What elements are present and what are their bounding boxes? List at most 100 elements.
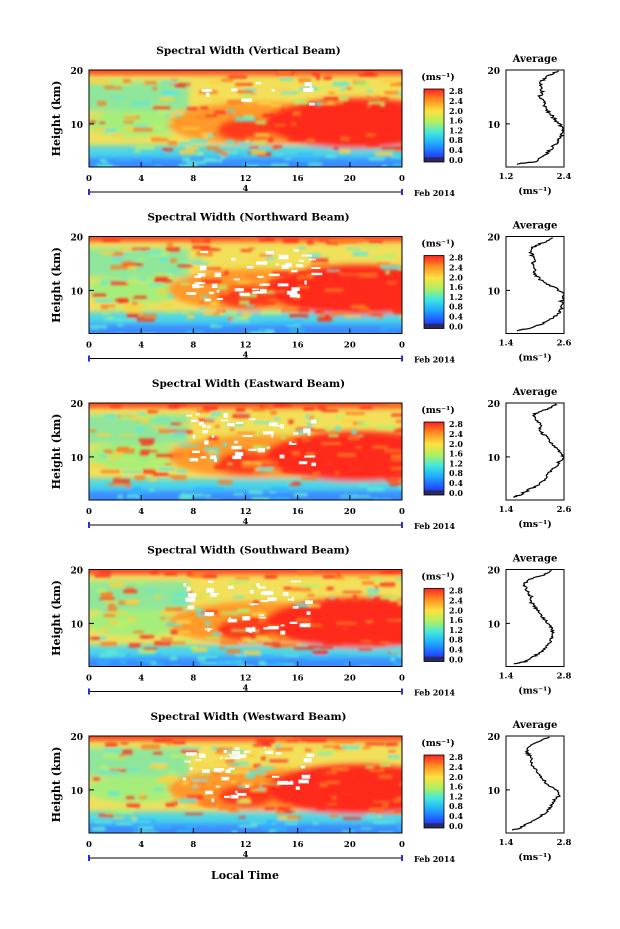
- heatmap-cell: [284, 157, 292, 160]
- heatmap-cell: [338, 628, 354, 632]
- heatmap-cell: [304, 799, 324, 805]
- heatmap-cell: [389, 483, 402, 487]
- heatmap-cell: [224, 270, 229, 276]
- heatmap-cell: [375, 131, 387, 136]
- heatmap-cell: [90, 464, 106, 468]
- heatmap-cell: [192, 778, 209, 782]
- missing-data-cell: [235, 790, 238, 794]
- heatmap-cell: [390, 639, 402, 643]
- heatmap-cell: [137, 414, 157, 418]
- heatmap-cell: [334, 426, 341, 431]
- x-tick-label: 4: [138, 341, 144, 351]
- heatmap-cell: [95, 588, 106, 593]
- heatmap-cell: [368, 157, 385, 161]
- heatmap-cell: [209, 80, 220, 84]
- missing-data-cell: [231, 445, 242, 450]
- missing-data-cell: [228, 767, 235, 770]
- heatmap-cell: [397, 654, 402, 658]
- heatmap-cell: [222, 663, 234, 666]
- profile-line: [511, 736, 561, 831]
- heatmap-cell: [387, 755, 400, 759]
- date-label: Feb 2014: [414, 688, 455, 698]
- heatmap-cell: [120, 261, 133, 265]
- missing-data-cell: [229, 754, 236, 756]
- heatmap-cell: [131, 816, 137, 820]
- heatmap-cell: [354, 80, 369, 86]
- heatmap-cell: [319, 86, 329, 90]
- heatmap-cell: [247, 593, 254, 597]
- heatmap-cell: [124, 304, 144, 310]
- heatmap-cell: [323, 640, 342, 645]
- heatmap-cell: [393, 135, 402, 140]
- heatmap-cell: [101, 593, 113, 599]
- heatmap-cell: [139, 452, 150, 456]
- heatmap-cell: [153, 596, 162, 599]
- heatmap-cell: [253, 600, 259, 604]
- heatmap-cell: [104, 749, 124, 753]
- missing-data-cell: [246, 265, 254, 269]
- missing-data-cell: [304, 280, 307, 285]
- heatmap-cell: [314, 309, 325, 314]
- heatmap-cell: [98, 826, 106, 832]
- heatmap-cell: [92, 777, 100, 781]
- heatmap-cell: [394, 773, 402, 778]
- missing-data-cell: [201, 88, 212, 93]
- heatmap-cell: [333, 415, 345, 418]
- heatmap-cell: [272, 451, 289, 456]
- heatmap-cell: [395, 258, 402, 261]
- colorbar-tick-label: 0.8: [449, 135, 463, 145]
- heatmap-field: [89, 236, 402, 334]
- x-tick-label: 12: [240, 174, 252, 184]
- heatmap-cell: [324, 255, 333, 259]
- heatmap-cell: [94, 820, 113, 824]
- heatmap-cell: [121, 248, 137, 252]
- heatmap-cell: [355, 118, 371, 121]
- heatmap-cell: [306, 422, 312, 428]
- heatmap-cell: [139, 635, 155, 639]
- heatmap-cell: [153, 751, 163, 755]
- heatmap-cell: [207, 824, 215, 827]
- heatmap-cell: [110, 265, 130, 270]
- heatmap-cell: [261, 463, 277, 467]
- heatmap-cell: [260, 290, 275, 294]
- heatmap-cell: [257, 823, 273, 827]
- missing-data-cell: [295, 264, 304, 268]
- missing-data-cell: [226, 770, 231, 773]
- heatmap-cell: [139, 793, 144, 797]
- heatmap-cell: [327, 803, 338, 806]
- heatmap-cell: [358, 238, 364, 242]
- missing-data-cell: [278, 254, 289, 260]
- heatmap-cell: [133, 249, 141, 252]
- heatmap-cell: [242, 782, 254, 787]
- heatmap-cell: [298, 157, 307, 161]
- heatmap-cell: [324, 314, 330, 320]
- missing-data-cell: [191, 419, 199, 422]
- heatmap-cell: [333, 242, 339, 245]
- heatmap-cell: [173, 403, 186, 406]
- panel-title: Spectral Width (Vertical Beam): [156, 45, 340, 57]
- heatmap-cell: [330, 624, 347, 629]
- heatmap-cell: [385, 270, 390, 275]
- profile-x-tick-label: 2.6: [557, 339, 572, 349]
- heatmap-cell: [263, 662, 283, 667]
- missing-data-cell: [267, 597, 277, 602]
- missing-data-cell: [293, 249, 299, 252]
- heatmap-cell: [234, 769, 250, 774]
- heatmap-cell: [282, 238, 299, 243]
- heatmap-cell: [297, 570, 313, 575]
- heatmap-cell: [150, 570, 159, 574]
- heatmap-cell: [360, 827, 372, 830]
- heatmap-cell: [150, 103, 169, 107]
- heatmap-cell: [380, 779, 385, 783]
- missing-data-cell: [204, 298, 212, 302]
- heatmap-cell: [266, 263, 275, 267]
- heatmap-cell: [116, 448, 135, 454]
- missing-data-cell: [256, 583, 260, 587]
- heatmap-cell: [383, 473, 402, 479]
- heatmap-gaps: [201, 81, 315, 106]
- heatmap-cell: [315, 101, 322, 106]
- colorbar-tick-label: 2.0: [449, 106, 463, 116]
- heatmap-cell: [169, 258, 177, 263]
- heatmap-cell: [399, 782, 402, 786]
- heatmap-cell: [300, 158, 319, 162]
